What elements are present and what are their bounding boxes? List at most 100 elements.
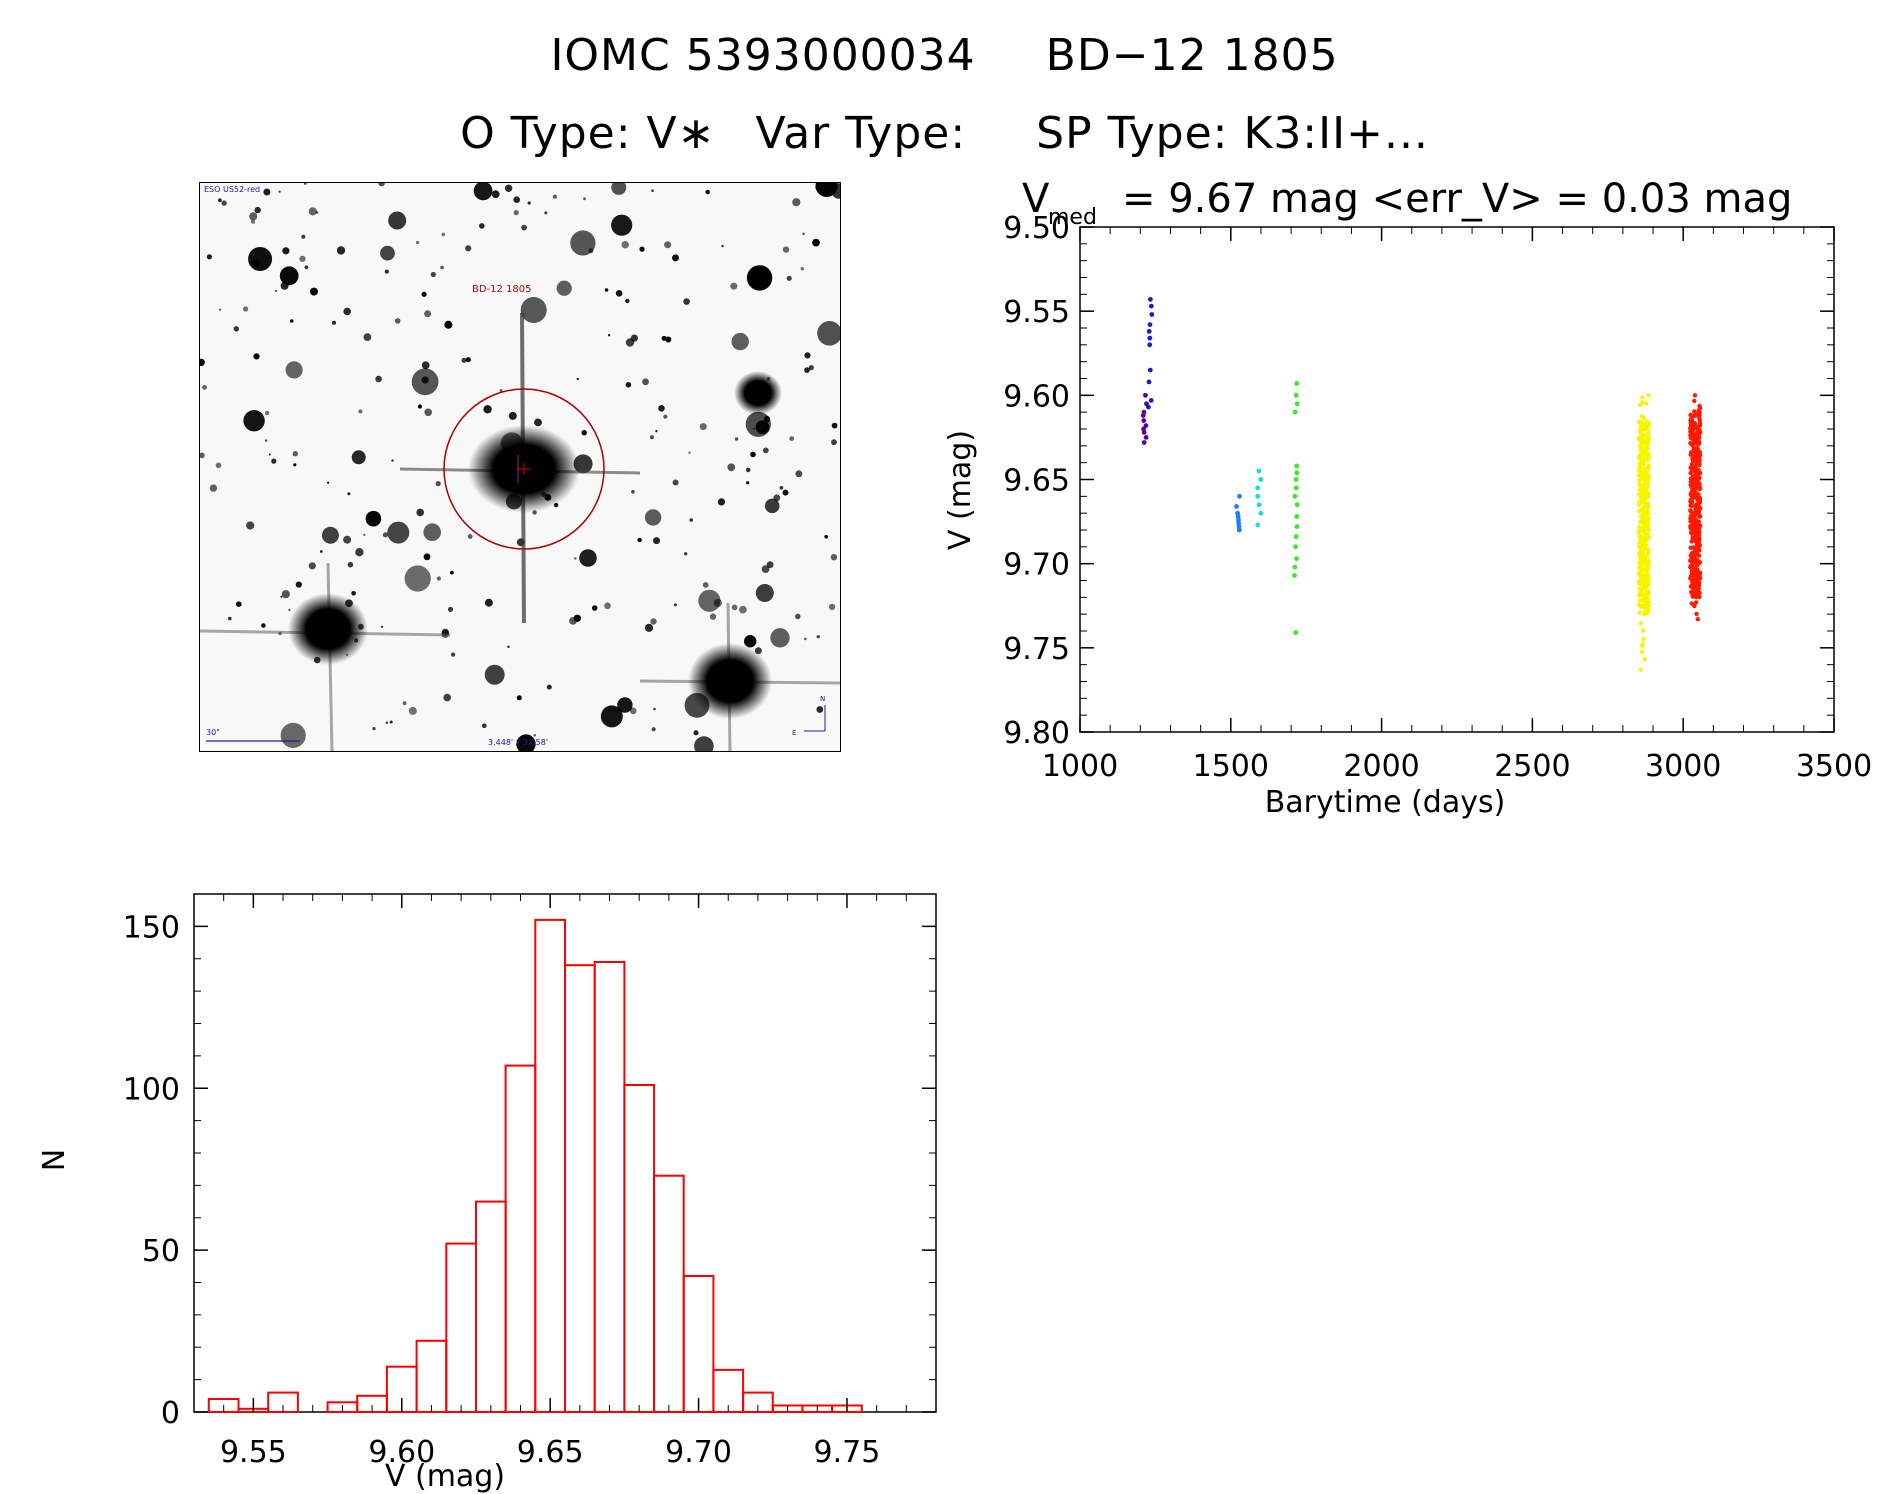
field-star xyxy=(782,489,789,496)
field-star xyxy=(421,361,430,370)
lc-point xyxy=(1697,529,1702,535)
field-star xyxy=(206,254,212,260)
survey-label: ESO US52-red xyxy=(204,185,260,194)
lc-point xyxy=(1641,628,1646,633)
field-star xyxy=(315,211,319,214)
lc-point xyxy=(1143,392,1148,398)
lc-point xyxy=(1641,505,1646,511)
lc-point xyxy=(1692,453,1697,459)
field-star xyxy=(824,534,828,539)
field-star xyxy=(447,606,454,612)
field-star xyxy=(651,189,654,192)
lc-point xyxy=(1694,594,1699,600)
field-star xyxy=(831,422,838,429)
field-star xyxy=(734,437,739,441)
spectral-type: SP Type: K3:II+... xyxy=(1036,108,1429,159)
histogram-xlabel: V (mag) xyxy=(385,1459,505,1494)
lc-point xyxy=(1638,667,1643,672)
field-star xyxy=(631,490,635,494)
lc-point xyxy=(1640,641,1646,646)
field-star xyxy=(248,247,273,271)
lc-point xyxy=(1643,446,1648,451)
lc-point xyxy=(1692,521,1698,526)
lc-point xyxy=(1646,463,1652,468)
field-star xyxy=(665,336,672,343)
field-star xyxy=(544,211,548,215)
field-star xyxy=(828,603,836,611)
lc-point xyxy=(1696,467,1701,473)
lc-point xyxy=(1642,500,1647,505)
field-star xyxy=(308,562,316,570)
field-star xyxy=(380,625,384,628)
field-star xyxy=(430,271,436,278)
field-star xyxy=(672,479,679,486)
field-star xyxy=(795,470,803,478)
lc-point xyxy=(1143,435,1149,440)
field-star xyxy=(644,623,654,632)
field-star xyxy=(683,298,690,305)
lc-ytick-label: 9.75 xyxy=(1003,632,1070,667)
lc-point xyxy=(1697,412,1702,418)
lc-point xyxy=(1641,434,1647,439)
field-star xyxy=(219,308,222,311)
lc-point xyxy=(1688,545,1693,550)
lc-point xyxy=(1637,428,1643,433)
field-star xyxy=(773,494,781,502)
lc-xtick-label: 1500 xyxy=(1193,749,1269,784)
field-star xyxy=(804,637,807,641)
field-star xyxy=(417,404,422,409)
lc-point xyxy=(1645,551,1651,556)
field-star xyxy=(351,591,356,596)
field-star xyxy=(365,510,382,527)
lc-point xyxy=(1638,472,1643,477)
lc-point xyxy=(1646,591,1651,597)
lc-point xyxy=(1641,535,1647,541)
lc-point xyxy=(1643,494,1648,499)
field-star xyxy=(467,534,473,539)
lc-point xyxy=(1644,563,1649,569)
lc-point xyxy=(1641,575,1647,581)
lc-point xyxy=(1147,335,1153,341)
field-star xyxy=(308,207,317,216)
field-star xyxy=(424,310,432,318)
field-star xyxy=(705,189,710,195)
lc-point xyxy=(1294,524,1300,529)
lc-point xyxy=(1689,556,1694,562)
lc-point xyxy=(1637,544,1642,549)
lc-point xyxy=(1691,449,1696,454)
lc-point xyxy=(1642,529,1648,534)
lc-point xyxy=(1293,485,1299,491)
field-star xyxy=(653,707,656,711)
field-star xyxy=(450,570,454,575)
lc-point xyxy=(1693,510,1698,515)
field-star xyxy=(513,210,519,216)
lc-series-epoch-6 xyxy=(1688,393,1703,622)
lc-point xyxy=(1638,621,1644,626)
histogram-bar xyxy=(504,1064,537,1413)
field-star xyxy=(573,614,581,622)
field-star xyxy=(630,334,638,342)
field-star xyxy=(288,608,291,612)
field-star xyxy=(499,389,503,392)
field-star xyxy=(755,584,774,602)
field-star xyxy=(816,706,824,713)
field-star xyxy=(534,418,542,427)
lc-point xyxy=(1293,534,1299,540)
lc-point xyxy=(1697,575,1703,581)
histogram-bar xyxy=(534,918,566,1414)
field-star xyxy=(263,188,271,196)
field-star xyxy=(421,376,429,384)
field-star xyxy=(663,414,668,419)
lc-point xyxy=(1688,503,1693,508)
variability-type: Var Type: xyxy=(755,108,967,159)
lc-point xyxy=(1697,560,1703,565)
lc-point xyxy=(1644,451,1650,456)
field-star xyxy=(268,453,271,456)
lc-point xyxy=(1692,409,1697,414)
lc-point xyxy=(1697,415,1702,421)
bright-star-1 xyxy=(288,593,368,665)
field-star xyxy=(761,565,770,573)
lc-point xyxy=(1638,514,1643,519)
lc-point xyxy=(1689,479,1694,484)
field-star xyxy=(664,241,672,249)
